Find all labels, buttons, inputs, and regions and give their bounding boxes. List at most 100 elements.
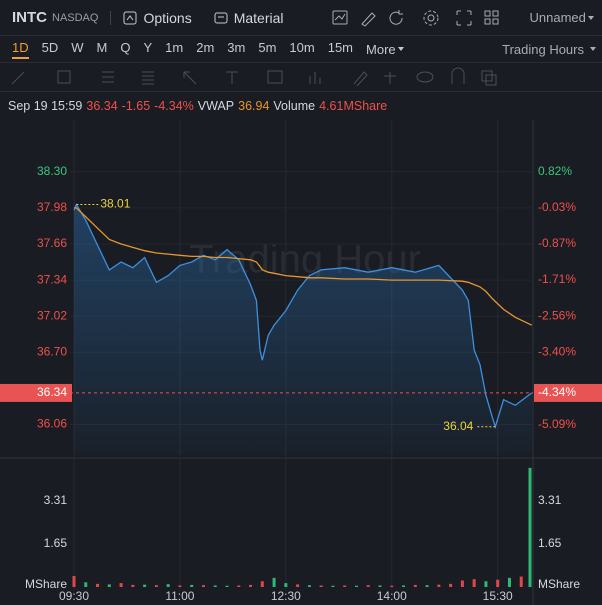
volume-bar (96, 583, 100, 587)
period-button[interactable]: Q (120, 39, 131, 55)
y2-tick-label: -1.71% (538, 272, 576, 286)
y2-tick-label: -2.56% (538, 309, 576, 323)
volume-bar (190, 584, 194, 587)
y2-tick-label: -0.03% (538, 200, 576, 214)
period-button[interactable]: 15m (327, 39, 354, 55)
volume-bar (354, 585, 358, 587)
y-tick-label: 36.06 (37, 417, 67, 431)
x-tick-label: 15:30 (483, 589, 513, 603)
volume-bar (154, 585, 158, 587)
volume-bar (307, 585, 311, 587)
volume-bar (449, 583, 453, 587)
y2-tick-label: -5.09% (538, 417, 576, 431)
drawing-tool-icons[interactable] (0, 62, 602, 92)
y-tick-label: 38.30 (37, 164, 67, 178)
more-button[interactable]: More (366, 41, 396, 57)
period-button[interactable]: 5D (41, 39, 59, 55)
exchange: NASDAQ (52, 11, 99, 24)
drawing-tools (0, 62, 602, 92)
volume-bar (507, 577, 511, 587)
separator (110, 10, 112, 25)
material-icon[interactable] (214, 11, 228, 25)
vwap-line (74, 207, 533, 326)
volume-bar (413, 584, 417, 587)
volume-unit: MShare (25, 577, 67, 591)
volume-bar (343, 585, 347, 587)
volume-bar (272, 577, 276, 587)
volume-bar (528, 467, 532, 587)
volume-bar (119, 583, 123, 587)
volume-bar (296, 584, 300, 587)
caret (590, 47, 596, 51)
volume-tick-label: 3.31 (538, 493, 562, 507)
period-button[interactable]: 1D (12, 40, 29, 59)
period-button[interactable]: 3m (227, 39, 246, 55)
y-tick-label: 37.66 (37, 236, 67, 250)
y2-tick-label: 0.82% (538, 164, 572, 178)
volume-bar (284, 583, 288, 587)
info-vwap-label: VWAP (197, 99, 235, 113)
last-pct-label: -4.34% (538, 385, 576, 399)
x-tick-label: 09:30 (59, 589, 89, 603)
info-line: Sep 19 15:59 36.34 -1.65 -4.34% VWAP 36.… (0, 96, 602, 116)
price-area (74, 204, 532, 455)
toolbar-icons[interactable] (332, 9, 522, 27)
options-icon[interactable] (123, 11, 137, 25)
x-tick-label: 14:00 (377, 589, 407, 603)
volume-unit: MShare (538, 577, 580, 591)
y-tick-label: 37.34 (37, 272, 67, 286)
volume-tick-label: 3.31 (44, 493, 68, 507)
volume-bar (496, 579, 500, 587)
volume-bar (237, 585, 241, 587)
volume-tick-label: 1.65 (44, 536, 68, 550)
volume-bar (249, 584, 253, 587)
volume-bar (225, 585, 229, 587)
volume-bar (107, 584, 111, 587)
period-button[interactable]: 2m (196, 39, 215, 55)
caret (587, 15, 594, 20)
period-button[interactable]: W (71, 39, 84, 55)
material-button[interactable]: Material (233, 9, 284, 26)
info-volume-label: Volume (273, 99, 316, 113)
volume-bar (484, 581, 488, 587)
volume-bar (378, 585, 382, 587)
info-vwap: 36.94 (238, 99, 270, 113)
options-button[interactable]: Options (143, 9, 192, 26)
annotation-label: 36.04 (443, 419, 473, 433)
volume-bar (390, 585, 394, 587)
volume-bar (425, 585, 429, 587)
last-price-label: 36.34 (37, 385, 67, 399)
info-volume: 4.61MShare (319, 99, 388, 113)
x-tick-label: 11:00 (165, 589, 194, 603)
volume-bar (260, 581, 264, 587)
info-change-pct: -4.34% (154, 99, 194, 113)
y-tick-label: 37.02 (37, 308, 67, 322)
caret (397, 47, 404, 51)
period-button[interactable]: Y (143, 39, 153, 55)
period-button[interactable]: 5m (258, 39, 277, 55)
period-button[interactable]: 1m (165, 39, 184, 55)
volume-bar (319, 585, 323, 587)
x-tick-label: 12:30 (271, 589, 301, 603)
volume-bar (519, 576, 523, 587)
volume-bar (178, 585, 182, 587)
y-tick-label: 36.70 (37, 344, 67, 358)
info-change: -1.65 (121, 99, 151, 113)
symbol: INTC (12, 9, 47, 26)
period-button[interactable]: M (96, 39, 108, 55)
volume-tick-label: 1.65 (538, 536, 562, 550)
period-button[interactable]: 10m (289, 39, 315, 55)
volume-bar (143, 584, 147, 587)
layout-name[interactable]: Unnamed (529, 10, 586, 25)
volume-bar (402, 585, 406, 587)
volume-bar (201, 585, 205, 587)
volume-bar (84, 582, 88, 587)
session-button[interactable]: Trading Hours (502, 41, 584, 57)
volume-bar (437, 584, 441, 587)
info-time: Sep 19 15:59 (8, 99, 83, 113)
last-price-box (0, 383, 72, 402)
volume-bar (131, 584, 135, 587)
volume-bar (460, 580, 464, 587)
